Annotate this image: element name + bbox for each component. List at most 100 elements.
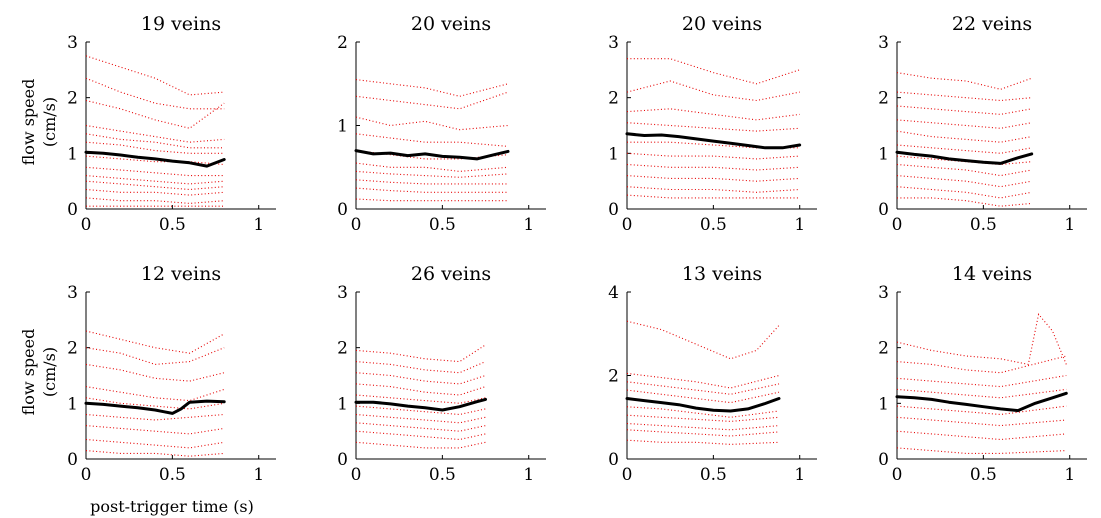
vein-trace [85, 197, 225, 204]
mean-trace [84, 399, 226, 415]
ylabel-row1-line1: flow speed [19, 79, 38, 166]
x-tick-label: 0.5 [700, 465, 727, 485]
vein-trace [896, 144, 1032, 154]
x-tick-label: 0.5 [159, 465, 186, 485]
vein-trace [355, 133, 509, 147]
x-tick-label: 0.5 [159, 215, 186, 235]
vein-trace [355, 372, 486, 385]
mean-trace [625, 397, 781, 413]
vein-trace [85, 450, 225, 457]
vein-trace [896, 313, 1067, 366]
x-tick-label: 0.5 [970, 465, 997, 485]
vein-trace [896, 374, 1067, 388]
y-tick-label: 4 [608, 283, 619, 303]
x-tick-label: 1 [1064, 215, 1075, 235]
vein-trace [85, 124, 225, 143]
y-tick-label: 2 [608, 89, 619, 109]
vein-trace [355, 179, 508, 185]
vein-trace [355, 198, 508, 202]
vein-trace [85, 347, 225, 365]
vein-trace [626, 80, 800, 102]
y-tick-label: 0 [878, 200, 889, 220]
vein-trace [626, 194, 800, 199]
y-tick-label: 0 [67, 200, 78, 220]
mean-trace [895, 391, 1068, 413]
y-tick-label: 0 [337, 450, 348, 470]
mean-trace [84, 150, 226, 168]
x-tick-label: 0.5 [429, 465, 456, 485]
panel-7: 13 veins 0 2 4 0 0.5 1 [608, 263, 817, 485]
vein-trace [626, 372, 780, 389]
vein-trace [85, 363, 225, 382]
panel-8: 14 veins 0 1 2 3 0 0.5 1 [878, 263, 1087, 485]
vein-trace [85, 166, 225, 177]
panel-2: 20 veins 0 1 2 0 0.5 1 [337, 13, 546, 235]
x-tick-label: 1 [794, 465, 805, 485]
vein-trace [355, 430, 486, 441]
vein-trace [626, 439, 780, 445]
panel-title: 26 veins [411, 263, 491, 285]
panel-3: 20 veins 0 1 2 3 0 0.5 1 [608, 13, 817, 235]
panel-5: 12 veins 0 1 2 3 0 0.5 1 [67, 263, 276, 485]
x-tick-label: 0 [892, 215, 903, 235]
x-tick-label: 0 [81, 215, 92, 235]
y-tick-label: 1 [878, 144, 889, 164]
ylabel-row1-line2: (cm/s) [40, 97, 59, 147]
y-tick-label: 1 [878, 394, 889, 414]
x-tick-label: 1 [794, 215, 805, 235]
vein-trace [896, 430, 1067, 441]
mean-trace [354, 397, 487, 412]
vein-trace [85, 425, 225, 435]
panel-title: 20 veins [682, 13, 762, 35]
mean-trace [625, 132, 802, 150]
vein-trace [355, 394, 486, 404]
vein-trace [896, 105, 1032, 115]
x-tick-label: 1 [523, 465, 534, 485]
vein-trace [896, 119, 1032, 129]
vein-trace [355, 383, 486, 396]
vein-trace [85, 180, 225, 191]
x-tick-label: 0 [351, 215, 362, 235]
vein-trace [355, 187, 508, 193]
y-tick-label: 3 [337, 283, 348, 303]
y-tick-label: 1 [67, 394, 78, 414]
y-tick-label: 0 [608, 450, 619, 470]
vein-trace [355, 79, 509, 97]
vein-trace [626, 320, 780, 360]
panel-title: 12 veins [141, 263, 221, 285]
vein-trace [896, 163, 1032, 177]
vein-trace [85, 386, 225, 402]
x-tick-label: 0.5 [700, 215, 727, 235]
vein-trace [85, 133, 225, 149]
vein-trace [896, 130, 1032, 143]
vein-trace [626, 108, 800, 121]
panel-title: 19 veins [141, 13, 221, 35]
vein-trace [626, 414, 780, 422]
y-tick-label: 2 [608, 367, 619, 387]
ylabel-row2-line1: flow speed [19, 329, 38, 416]
vein-trace [355, 422, 486, 432]
y-tick-label: 2 [878, 89, 889, 109]
ylabel-row2-line2: (cm/s) [40, 347, 59, 397]
mean-trace [895, 150, 1034, 165]
mean-trace [354, 149, 510, 161]
y-tick-label: 3 [878, 33, 889, 53]
y-tick-label: 0 [67, 450, 78, 470]
vein-trace [355, 344, 486, 363]
panel-title: 22 veins [952, 13, 1032, 35]
vein-trace [896, 175, 1032, 188]
y-tick-label: 3 [878, 283, 889, 303]
vein-trace [355, 405, 486, 416]
vein-trace [355, 116, 509, 131]
vein-trace [85, 413, 225, 421]
vein-trace [896, 91, 1032, 102]
vein-trace [626, 422, 780, 431]
x-tick-label: 0 [892, 465, 903, 485]
vein-trace [85, 141, 225, 154]
vein-trace [626, 381, 780, 395]
y-tick-label: 3 [67, 283, 78, 303]
vein-trace [626, 175, 800, 182]
vein-trace [896, 388, 1067, 399]
x-tick-label: 0 [622, 465, 633, 485]
